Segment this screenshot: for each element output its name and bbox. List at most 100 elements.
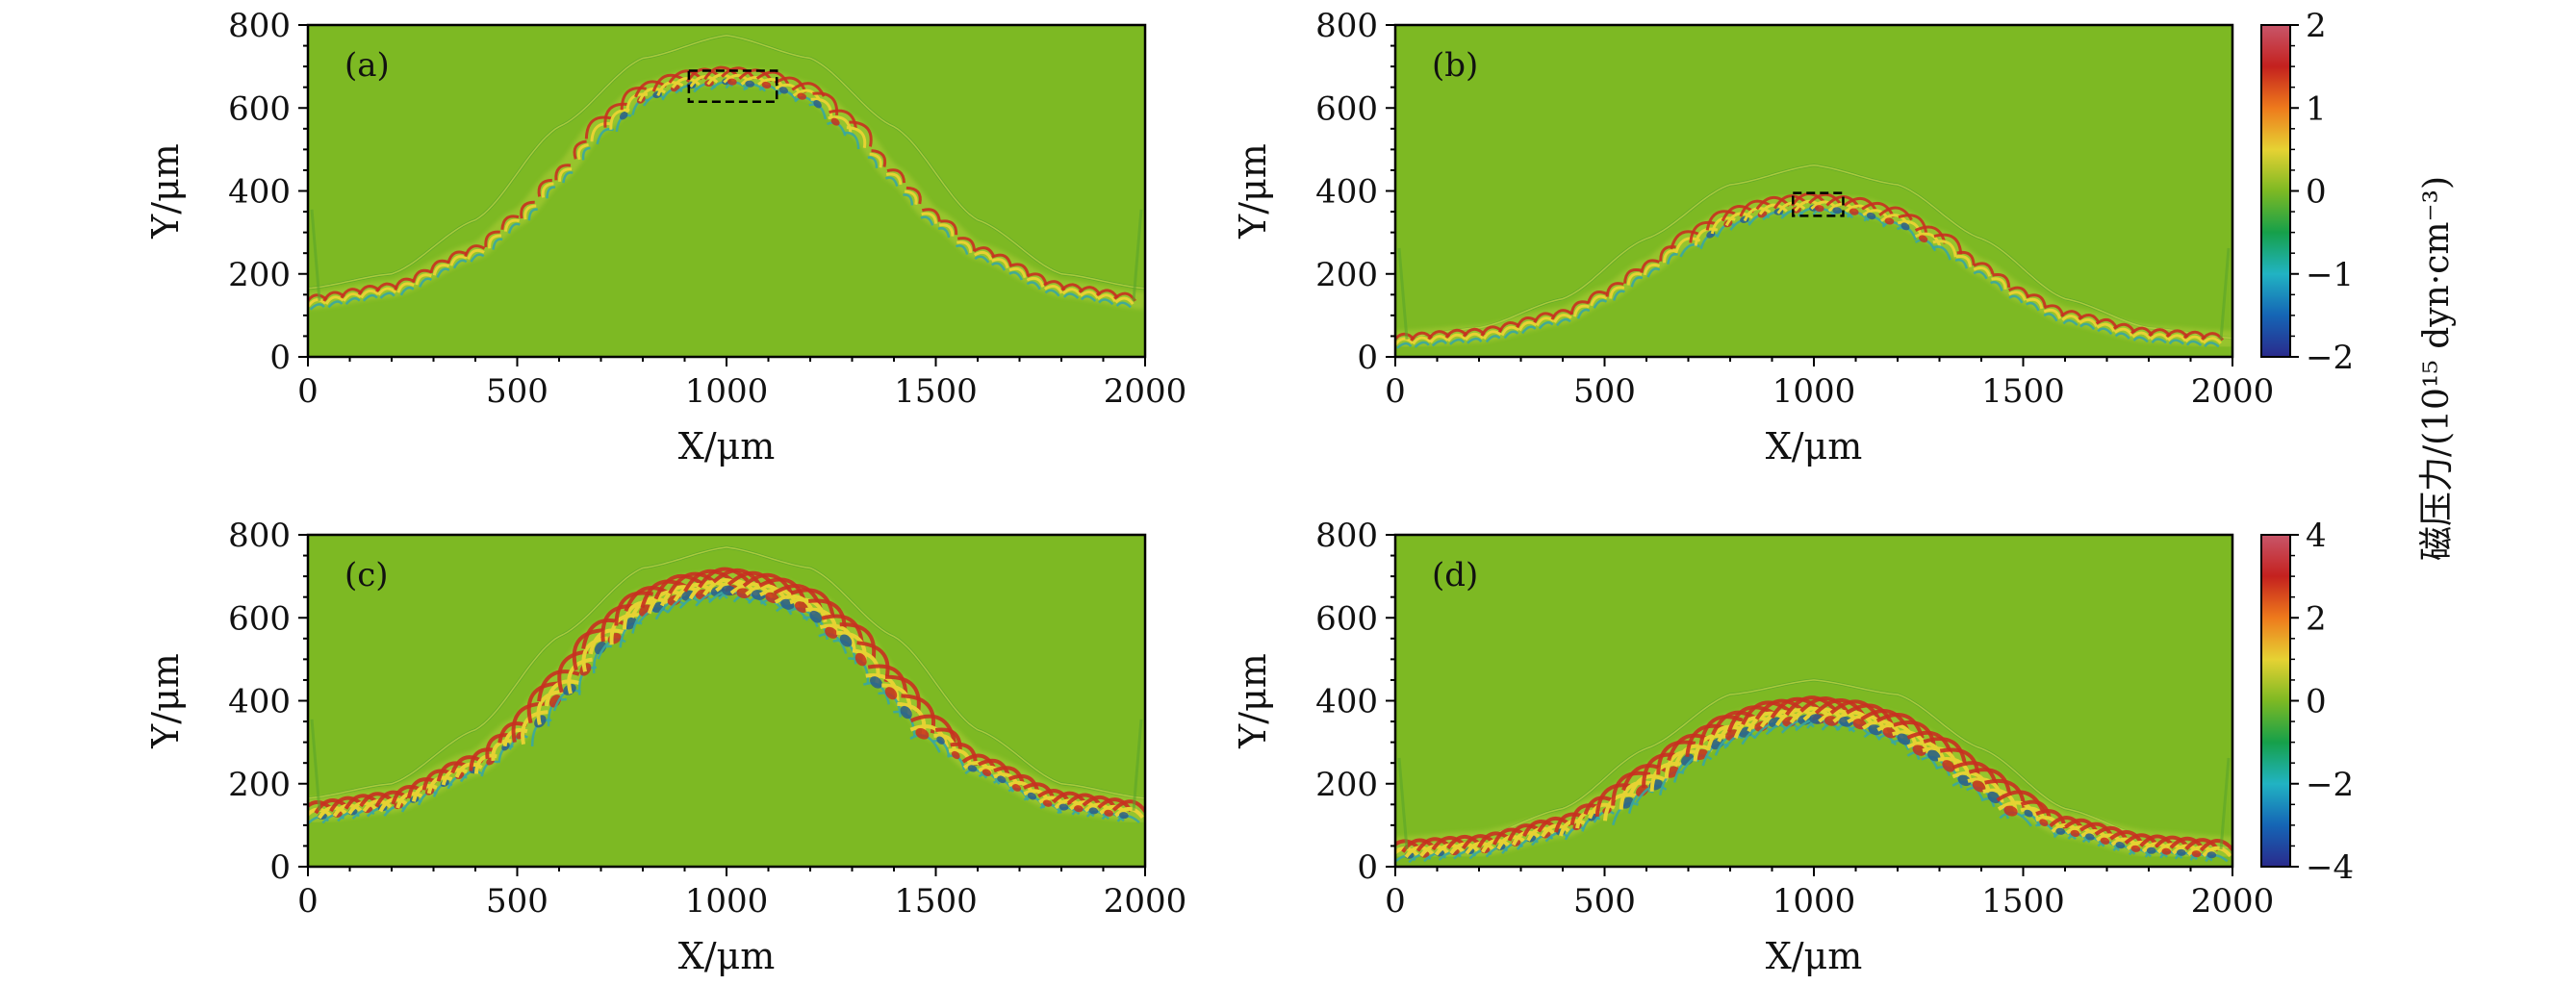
x-tick-label: 1500 [1981,882,2065,921]
vortex [1755,195,1791,221]
y-axis-label: Y/μm [144,143,187,240]
x-tick-label: 500 [1573,372,1636,411]
colorbar-tick-label: 1 [2306,89,2327,128]
y-tick-label: 200 [1315,766,1378,804]
y-tick-label: 400 [228,683,291,721]
y-tick-label: 600 [1315,599,1378,638]
x-tick-label: 0 [297,882,319,921]
vortex [867,149,887,168]
vortex [484,230,503,250]
x-tick-label: 1500 [894,372,978,411]
panel-tag: (d) [1432,556,1478,594]
vortex [1623,268,1644,288]
vortex [991,253,1012,271]
y-tick-label: 200 [1315,256,1378,294]
x-tick-label: 500 [1573,882,1636,921]
vortex [446,250,468,269]
x-axis: 0 500 1000 1500 2000 X/μm [297,357,1186,467]
vortex [903,186,922,206]
y-tick-label: 800 [1315,517,1378,555]
x-axis: 0 500 1000 1500 2000 X/μm [1385,867,2274,977]
vortex [1550,309,1573,327]
vortex [973,246,996,264]
marker-box [687,69,778,104]
x-tick-label: 0 [1385,372,1406,411]
y-tick-label: 0 [1357,339,1378,377]
vortex [1896,214,1928,240]
vortex [2026,293,2047,312]
vortex [1111,799,1145,824]
y-axis: 0 200 400 600 800 Y/μm [144,7,308,377]
vortex [884,168,906,187]
y-tick-label: 0 [269,339,291,377]
y-tick-label: 600 [228,599,291,638]
y-axis: 0 200 400 600 800 Y/μm [1232,7,1395,377]
vortex [909,714,956,753]
vortex [1954,250,1976,269]
x-tick-label: 0 [1385,882,1406,921]
panel-tag: (b) [1432,46,1478,85]
y-tick-label: 400 [1315,173,1378,212]
panel-tag: (a) [344,46,390,85]
x-tick-label: 2000 [2191,372,2275,411]
y-axis-label: Y/μm [144,653,187,749]
x-axis-label: X/μm [678,935,776,977]
x-axis-label: X/μm [1766,425,1863,467]
panel-a: 0 500 1000 1500 2000 X/μm 0 200 400 600 800 Y/μm (a) [144,7,1186,467]
plot-area [1395,25,2232,357]
y-axis-label: Y/μm [1232,653,1274,749]
colorbar-1: 2 1 0 −1 −2 [2260,7,2354,377]
vortex [1973,262,1995,280]
x-tick-label: 500 [486,882,548,921]
y-tick-label: 400 [228,173,291,212]
vortex [464,244,486,263]
x-tick-label: 1000 [685,882,769,921]
y-tick-label: 800 [1315,7,1378,45]
colorbar-tick-label: 2 [2306,7,2327,45]
x-tick-label: 1000 [1773,882,1856,921]
x-tick-label: 2000 [2191,882,2275,921]
y-tick-label: 400 [1315,683,1378,721]
colorbar-tick-label: 0 [2306,173,2327,212]
vortex [554,164,574,184]
colorbar-tick-label: 0 [2306,683,2327,721]
vortex [429,259,450,278]
y-tick-label: 0 [1357,848,1378,887]
panel-c: 0 500 1000 1500 2000 X/μm 0 200 400 600 800 Y/μm (c) [144,517,1186,977]
x-tick-label: 2000 [1104,882,1187,921]
x-tick-label: 1500 [894,882,978,921]
y-axis: 0 200 400 600 800 Y/μm [144,517,308,887]
vortex [955,237,976,255]
x-axis-label: X/μm [678,425,776,467]
colorbar-tick-label: −2 [2306,766,2354,804]
vortex [394,277,416,296]
y-axis: 0 200 400 600 800 Y/μm [1232,517,1395,887]
y-tick-label: 800 [228,7,291,45]
colorbar-gradient [2261,535,2290,867]
vortex [573,139,591,161]
vortex [843,120,873,150]
vortex [1721,205,1755,231]
vortex [412,268,433,288]
vortex [537,178,556,199]
colorbar-2: 4 2 0 −2 −4 [2260,517,2354,887]
x-tick-label: 1000 [685,372,769,411]
vortex [1640,259,1661,278]
vortex [526,681,567,727]
vortex [2199,839,2232,863]
y-tick-label: 600 [1315,89,1378,128]
colorbar-label: 磁压力/(10¹⁵ dyn·cm⁻³) [2417,176,2457,561]
vortex [1026,272,1048,290]
vortex [1990,273,2011,291]
vortex [1587,290,1608,309]
y-tick-label: 800 [228,517,291,555]
vortex [500,215,521,234]
y-tick-label: 200 [228,256,291,294]
x-tick-label: 500 [486,372,548,411]
vortex [520,200,538,221]
panel-b: 0 500 1000 1500 2000 X/μm 0 200 400 600 800 Y/μm (b) [1232,7,2274,467]
vortex [1569,300,1591,319]
panel-tag: (c) [344,556,389,594]
marker-box [1792,191,1845,217]
colorbar-tick-label: −2 [2306,339,2354,377]
